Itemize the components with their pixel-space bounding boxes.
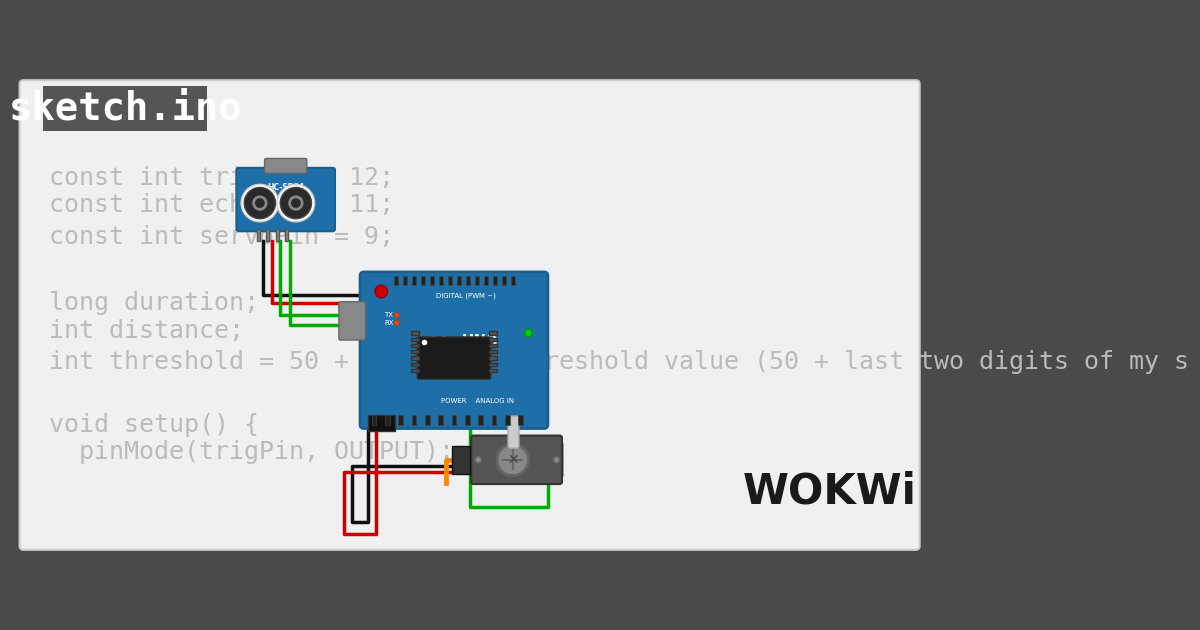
Bar [490,350,497,353]
Bar [451,415,456,425]
Bar [452,445,469,474]
Text: sketch.ino: sketch.ino [8,89,242,127]
Bar [466,276,469,285]
Bar [410,357,419,360]
Text: int distance;: int distance; [48,319,244,343]
FancyBboxPatch shape [264,159,307,173]
Text: ✕: ✕ [506,453,518,467]
Bar [372,415,377,425]
Text: ARDUINO: ARDUINO [438,352,486,362]
FancyBboxPatch shape [338,302,366,340]
Circle shape [395,321,400,325]
Bar [439,276,443,285]
Bar [464,415,469,425]
Circle shape [245,187,276,219]
Circle shape [497,444,528,476]
Bar [368,415,395,431]
Bar [490,363,497,366]
Bar [284,229,288,241]
Bar [490,357,497,360]
Circle shape [395,312,400,318]
Text: const int trigPin = 12;: const int trigPin = 12; [48,166,394,190]
FancyBboxPatch shape [472,443,485,477]
Bar [490,369,497,372]
FancyBboxPatch shape [551,443,563,477]
Bar [502,276,505,285]
Text: const int echoPin = 11;: const int echoPin = 11; [48,193,394,217]
Bar [257,229,260,241]
Bar [43,86,208,131]
Bar [266,229,269,241]
Bar [385,415,390,425]
FancyBboxPatch shape [236,168,335,231]
Text: WOKWi: WOKWi [743,470,917,512]
Text: POWER    ANALOG IN: POWER ANALOG IN [440,398,514,404]
Text: TX: TX [384,312,394,318]
Bar [398,415,403,425]
Bar [410,350,419,353]
Bar [438,415,443,425]
Bar [479,415,482,425]
Circle shape [374,285,388,298]
Bar [403,276,407,285]
FancyBboxPatch shape [19,80,919,550]
Bar [493,276,497,285]
Circle shape [281,187,312,219]
Bar [505,415,510,425]
Bar [410,344,419,347]
Bar [518,415,523,425]
FancyBboxPatch shape [360,272,548,428]
Circle shape [241,185,278,222]
Bar [425,415,430,425]
Bar [457,276,461,285]
Text: long duration;: long duration; [48,291,258,315]
Circle shape [524,329,533,337]
Bar [475,276,479,285]
Bar [492,415,497,425]
Bar [490,331,497,335]
Bar [410,338,419,341]
Bar [448,276,451,285]
Text: void setup() {: void setup() { [48,413,258,437]
Circle shape [553,457,559,463]
FancyBboxPatch shape [508,416,518,448]
FancyBboxPatch shape [418,337,491,379]
Text: ⊙⊙ UNO: ⊙⊙ UNO [426,333,497,352]
Bar [410,331,419,335]
Text: const int servoPin = 9;: const int servoPin = 9; [48,225,394,249]
Text: int threshold = 50 + 54;    // Threshold value (50 + last two digits of my s: int threshold = 50 + 54; // Threshold va… [48,350,1188,374]
Bar [484,276,487,285]
Bar [276,229,278,241]
Bar [412,276,415,285]
Bar [511,276,515,285]
Bar [410,369,419,372]
Text: pinMode(trigPin, OUTPUT);: pinMode(trigPin, OUTPUT); [48,440,454,464]
FancyBboxPatch shape [472,435,562,484]
Bar [410,363,419,366]
Text: DIGITAL (PWM ~): DIGITAL (PWM ~) [436,292,496,299]
Circle shape [475,457,481,463]
Circle shape [277,185,314,222]
Bar [490,344,497,347]
Bar [490,338,497,341]
Bar [430,276,433,285]
Bar [394,276,397,285]
Text: RX: RX [384,320,394,326]
Bar [421,276,425,285]
Bar [412,415,416,425]
Text: HC-SR04: HC-SR04 [268,183,305,192]
